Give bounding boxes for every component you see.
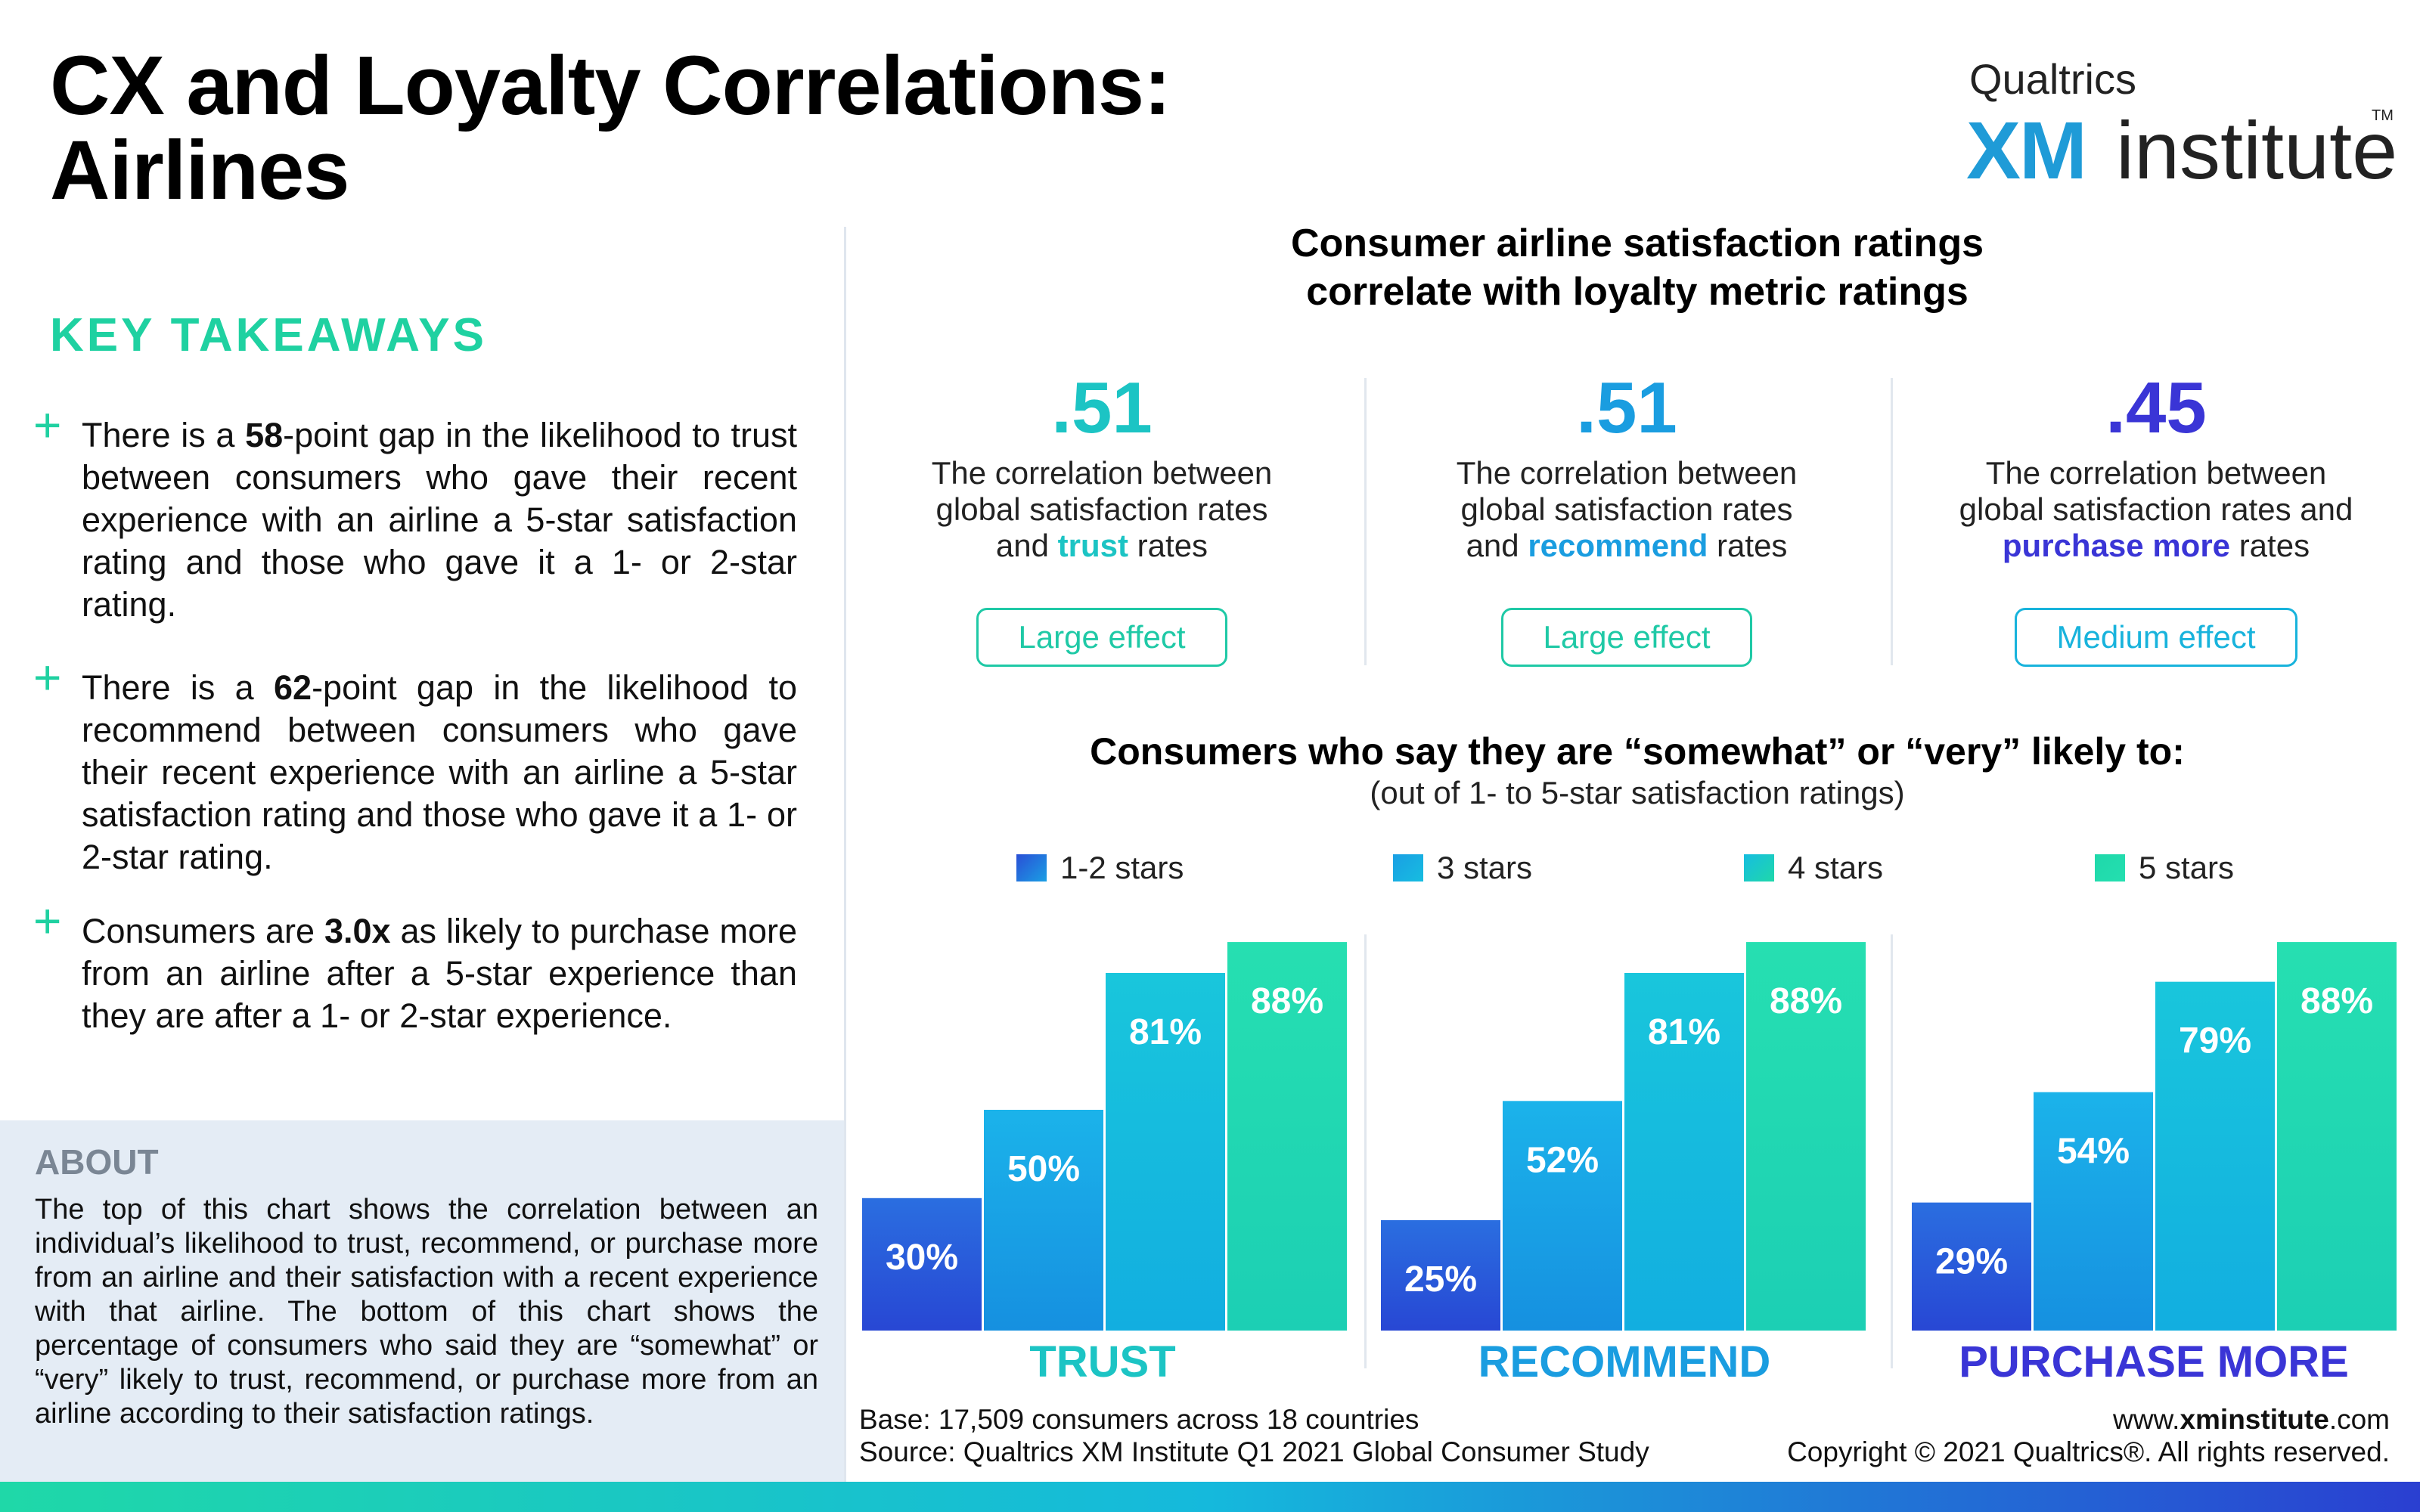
correlation-value: .51	[1576, 367, 1677, 448]
category-label-trust: TRUST	[1029, 1337, 1176, 1387]
about-text: The top of this chart shows the correlat…	[35, 1194, 818, 1430]
bar-value-label: 81%	[1129, 1012, 1202, 1052]
bar-purchase-more-4-stars	[2155, 981, 2275, 1331]
bar-value-label: 79%	[2179, 1021, 2251, 1061]
bar-purchase-more-1-2-stars	[1912, 1202, 2031, 1331]
plus-icon: +	[33, 894, 62, 948]
correlation-card-recommend: .51 The correlation between global satis…	[1366, 370, 1888, 667]
about-panel	[0, 1120, 844, 1483]
card-separator	[1364, 378, 1367, 665]
legend-item-3-stars: 3 stars	[1393, 850, 1532, 886]
bar-value-label: 88%	[2301, 981, 2373, 1021]
legend-item-4-stars: 4 stars	[1744, 850, 1883, 886]
bar-recommend-1-2-stars	[1381, 1220, 1500, 1331]
title-line-2: Airlines	[50, 124, 349, 217]
correlation-value: .51	[1051, 367, 1153, 448]
bar-value-label: 88%	[1251, 981, 1323, 1021]
plus-icon: +	[33, 398, 62, 452]
bar-recommend-4-stars	[1624, 972, 1744, 1331]
correlation-description: The correlation between global satisfact…	[1959, 455, 2353, 563]
effect-badge: Medium effect	[2015, 608, 2297, 667]
about-heading: ABOUT	[35, 1142, 159, 1182]
bar-purchase-more-3-stars	[2034, 1092, 2153, 1331]
legend-label: 5 stars	[2139, 850, 2235, 885]
takeaway-bullet: + Consumers are 3.0x as likely to purcha…	[33, 897, 798, 1037]
correlation-heading: Consumer airline satisfaction ratings co…	[855, 219, 2420, 316]
bar-recommend-3-stars	[1503, 1101, 1622, 1331]
footer-source-line: Source: Qualtrics XM Institute Q1 2021 G…	[859, 1436, 1649, 1467]
title-line-1: CX and Loyalty Correlations:	[50, 39, 1171, 132]
footer-base: Base: 17,509 consumers across 18 countri…	[859, 1404, 1419, 1435]
legend-label: 3 stars	[1437, 850, 1533, 885]
correlation-card-purchase-more: .45 The correlation between global satis…	[1895, 370, 2417, 667]
takeaway-text: There is a 58-point gap in the likelihoo…	[82, 416, 797, 624]
footer-url[interactable]: www.xminstitute.com	[2113, 1404, 2390, 1435]
correlation-description: The correlation between global satisfact…	[1456, 455, 1798, 563]
footer-copyright: www.xminstitute.com Copyright © 2021 Qua…	[1787, 1403, 2390, 1468]
bottom-gradient-bar	[0, 1482, 2420, 1512]
correlation-card-trust: .51 The correlation between global satis…	[841, 370, 1363, 667]
bar-recommend-5-stars	[1746, 942, 1866, 1331]
correlation-heading-line-1: Consumer airline satisfaction ratings	[1290, 222, 1984, 265]
logo-qualtrics: Qualtrics	[1969, 55, 2136, 103]
effect-badge: Large effect	[976, 608, 1227, 667]
chart-group-separator	[1364, 934, 1367, 1368]
plus-icon: +	[33, 650, 62, 705]
legend-swatch	[1744, 854, 1774, 881]
bar-value-label: 29%	[1935, 1242, 2008, 1282]
logo-institute: institute	[2116, 104, 2398, 196]
footer-source: Base: 17,509 consumers across 18 countri…	[859, 1403, 1649, 1468]
bar-value-label: 50%	[1007, 1149, 1080, 1189]
legend-label: 4 stars	[1788, 850, 1884, 885]
card-separator	[1891, 378, 1893, 665]
bar-value-label: 30%	[886, 1238, 958, 1278]
takeaway-text: Consumers are 3.0x as likely to purchase…	[82, 912, 798, 1035]
bar-value-label: 88%	[1770, 981, 1842, 1021]
footer-copyright-line: Copyright © 2021 Qualtrics®. All rights …	[1787, 1436, 2390, 1467]
bar-purchase-more-5-stars	[2277, 942, 2397, 1331]
legend-swatch	[2095, 854, 2125, 881]
category-label-recommend: RECOMMEND	[1478, 1337, 1771, 1387]
key-takeaways-heading: KEY TAKEAWAYS	[50, 309, 488, 361]
logo-xm: XM	[1966, 104, 2087, 196]
column-divider	[844, 227, 846, 1482]
legend-item-5-stars: 5 stars	[2095, 850, 2234, 886]
correlation-heading-line-2: correlate with loyalty metric ratings	[1306, 270, 1969, 314]
takeaway-text: There is a 62-point gap in the likelihoo…	[82, 668, 797, 876]
chart-subheading: (out of 1- to 5-star satisfaction rating…	[1370, 775, 1905, 810]
takeaway-bullet: + There is a 62-point gap in the likelih…	[33, 653, 797, 878]
takeaway-bullet: + There is a 58-point gap in the likelih…	[33, 401, 797, 626]
correlation-value: .45	[2105, 367, 2207, 448]
qualtrics-xm-institute-logo: Qualtrics XM institute TM	[1966, 54, 2397, 196]
effect-badge: Large effect	[1501, 608, 1752, 667]
page-title: CX and Loyalty Correlations: Airlines	[50, 44, 1171, 213]
category-label-purchase-more: PURCHASE MORE	[1959, 1337, 2349, 1387]
legend-item-1-2-stars: 1-2 stars	[1016, 850, 1184, 886]
bar-trust-3-stars	[984, 1110, 1103, 1331]
bar-trust-5-stars	[1227, 942, 1347, 1331]
legend-label: 1-2 stars	[1060, 850, 1184, 885]
bar-value-label: 25%	[1404, 1259, 1477, 1300]
correlation-description: The correlation between global satisfact…	[931, 455, 1273, 563]
chart-group-separator	[1891, 934, 1893, 1368]
bar-trust-1-2-stars	[862, 1198, 982, 1331]
logo-trademark: TM	[2372, 107, 2394, 124]
bar-value-label: 52%	[1526, 1140, 1599, 1180]
legend-swatch	[1016, 854, 1047, 881]
bar-value-label: 81%	[1648, 1012, 1720, 1052]
chart-heading: Consumers who say they are “somewhat” or…	[1090, 730, 2185, 773]
bar-value-label: 54%	[2057, 1132, 2130, 1172]
legend-swatch	[1393, 854, 1423, 881]
bar-trust-4-stars	[1106, 972, 1225, 1331]
